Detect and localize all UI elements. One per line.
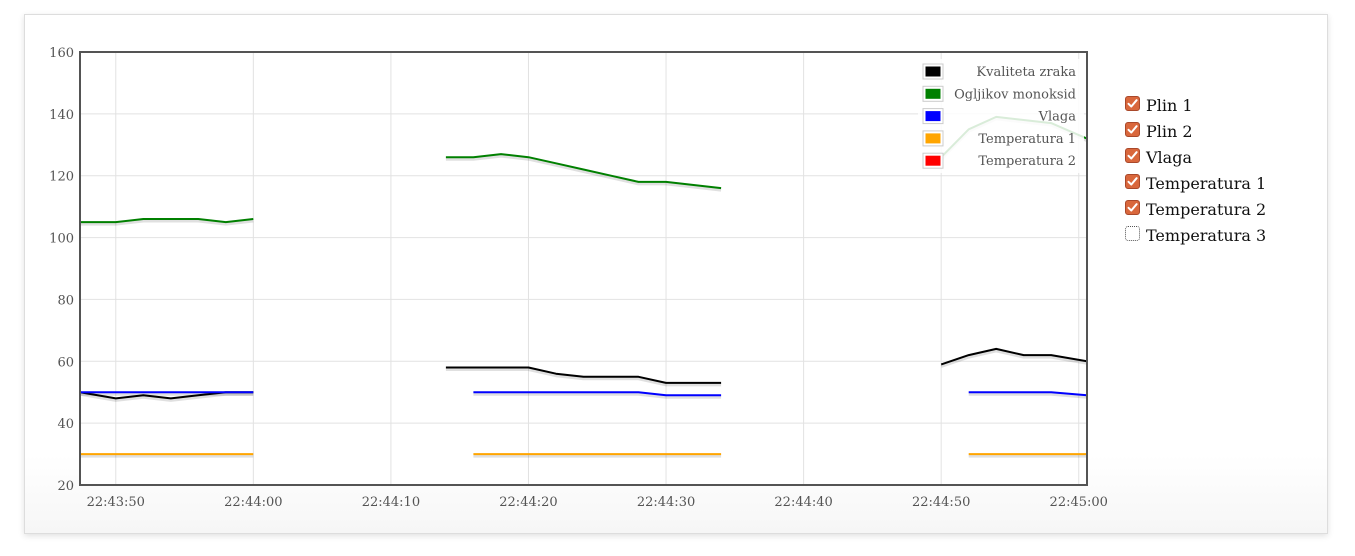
series-layer (80, 115, 1087, 458)
legend-label-vlaga: Vlaga (1038, 110, 1077, 125)
checkbox-checked-icon[interactable] (1125, 199, 1140, 215)
x-tick-label: 22:43:50 (87, 495, 145, 510)
legend-label-ogljikov-monoksid: Ogljikov monoksid (954, 87, 1076, 102)
toggle-label: Temperatura 2 (1146, 199, 1267, 219)
series-line-shadow-kvaliteta-zraka (940, 349, 1087, 368)
y-tick-label: 40 (57, 417, 74, 432)
series-line-shadow-kvaliteta-zraka (445, 368, 722, 387)
toggle-label: Plin 2 (1146, 121, 1193, 141)
legend-swatch-vlaga (925, 111, 941, 122)
y-tick-label: 20 (57, 479, 74, 494)
series-line-shadow-ogljikov-monoksid (80, 219, 254, 226)
x-tick-label: 22:44:20 (499, 495, 557, 510)
series-line-vlaga (473, 391, 722, 397)
x-tick-label: 22:44:30 (637, 495, 695, 510)
x-tick-label: 22:44:10 (362, 495, 420, 510)
y-axis-ticks: 20 40 60 80 100 120 140 160 (49, 46, 74, 494)
x-tick-label: 22:44:50 (912, 495, 970, 510)
x-tick-label: 22:44:00 (224, 495, 282, 510)
toggle-label: Temperatura 1 (1146, 173, 1267, 193)
y-tick-label: 140 (49, 108, 74, 123)
legend-swatch-temperatura-2 (925, 155, 941, 166)
checkbox-unchecked-icon[interactable] (1125, 225, 1140, 241)
checkbox-checked-icon[interactable] (1125, 95, 1140, 111)
series-line-kvaliteta-zraka (445, 366, 722, 384)
y-tick-label: 100 (49, 232, 74, 247)
series-line-shadow-ogljikov-monoksid (445, 154, 722, 192)
legend: Kvaliteta zraka Ogljikov monoksid Vlaga Tem… (918, 59, 1084, 173)
y-tick-label: 80 (57, 293, 74, 308)
legend-label-temperatura-2: Temperatura 2 (978, 154, 1076, 169)
grid (80, 52, 1087, 485)
plot-border (79, 51, 1088, 486)
series-line-kvaliteta-zraka (940, 347, 1087, 366)
toggle-label: Temperatura 3 (1146, 225, 1267, 245)
x-tick-label: 22:44:40 (774, 495, 832, 510)
toggle-temperatura-2[interactable]: Temperatura 2 (1125, 196, 1266, 222)
toggle-plin-1[interactable]: Plin 1 (1125, 92, 1266, 118)
series-toggle-list: Plin 1 Plin 2 Vlaga Temperatura 1 Temperatur… (1125, 92, 1266, 248)
toggle-vlaga[interactable]: Vlaga (1125, 144, 1266, 170)
legend-background (918, 59, 1084, 173)
legend-label-temperatura-1: Temperatura 1 (978, 132, 1076, 147)
y-tick-label: 160 (49, 46, 74, 61)
toggle-label: Plin 1 (1146, 95, 1193, 115)
checkbox-checked-icon[interactable] (1125, 173, 1140, 189)
y-tick-label: 120 (49, 170, 74, 185)
toggle-plin-2[interactable]: Plin 2 (1125, 118, 1266, 144)
legend-swatch-temperatura-1 (925, 133, 941, 144)
series-line-shadow-kvaliteta-zraka (80, 392, 254, 402)
series-line-ogljikov-monoksid (445, 153, 722, 190)
checkbox-checked-icon[interactable] (1125, 147, 1140, 163)
x-tick-label: 22:45:00 (1050, 495, 1108, 510)
toggle-label: Vlaga (1146, 147, 1192, 167)
x-axis-ticks: 22:43:50 22:44:00 22:44:10 22:44:20 22:44:30… (87, 495, 1108, 510)
checkbox-checked-icon[interactable] (1125, 121, 1140, 137)
toggle-temperatura-3[interactable]: Temperatura 3 (1125, 222, 1266, 248)
toggle-temperatura-1[interactable]: Temperatura 1 (1125, 170, 1266, 196)
legend-swatch-kvaliteta-zraka (925, 66, 941, 77)
legend-label-kvaliteta-zraka: Kvaliteta zraka (976, 65, 1076, 80)
series-line-shadow-vlaga (968, 392, 1087, 399)
series-line-shadow-vlaga (473, 392, 722, 399)
legend-swatch-ogljikov-monoksid (925, 88, 941, 99)
series-line-vlaga (968, 391, 1087, 397)
y-tick-label: 60 (57, 355, 74, 370)
series-line-ogljikov-monoksid (80, 218, 254, 224)
